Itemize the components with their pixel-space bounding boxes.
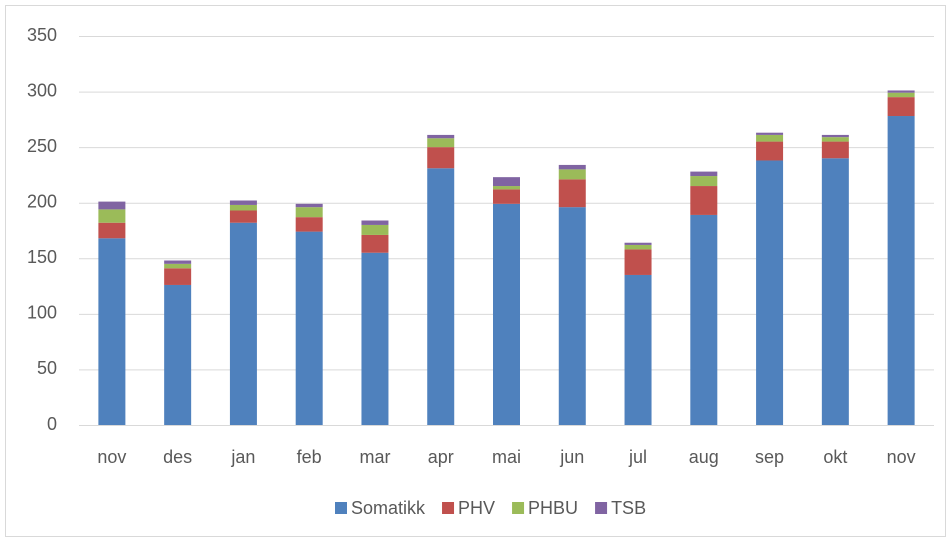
bar-segment (427, 134, 455, 139)
bar-segment (493, 189, 520, 204)
bar-segment (164, 260, 192, 264)
legend-swatch (595, 502, 608, 514)
bar-segment (493, 186, 520, 190)
bar-segment (164, 263, 192, 269)
x-tick-label: apr (428, 447, 454, 467)
bar-segment (624, 249, 652, 275)
x-tick-label: jul (628, 447, 647, 467)
bar-segment (361, 220, 389, 225)
y-tick-label: 0 (47, 414, 57, 434)
legend-label: Somatikk (351, 498, 426, 518)
bar-segment (756, 132, 784, 135)
bar-segment (821, 134, 849, 138)
bar-segment (98, 209, 126, 223)
bar-segment (690, 186, 718, 215)
bar-segment (427, 147, 455, 169)
bar-segment (427, 138, 455, 148)
x-tick-label: mar (359, 447, 390, 467)
bar-segment (98, 201, 126, 210)
bar-segment (229, 222, 257, 425)
bar-segment (229, 204, 257, 211)
bar-segment (558, 164, 586, 170)
bar-segment (887, 92, 915, 98)
bar-segment (690, 214, 718, 425)
bar-segment (821, 158, 849, 425)
bar-segment (821, 141, 849, 159)
legend-swatch (512, 502, 525, 514)
bar-segment (98, 238, 126, 425)
bar-segment (690, 171, 718, 177)
x-tick-label: jun (559, 447, 584, 467)
bar-segment (164, 268, 192, 285)
y-tick-label: 350 (27, 25, 57, 45)
bar-segment (164, 284, 192, 425)
bar-segment (295, 203, 323, 208)
bar-segment (887, 97, 915, 117)
bar-segment (558, 179, 586, 208)
bar-segment (624, 244, 652, 250)
bar-segment (887, 90, 915, 93)
x-tick-label: des (163, 447, 192, 467)
y-tick-label: 200 (27, 191, 57, 211)
x-tick-label: aug (689, 447, 719, 467)
bar-segment (295, 217, 323, 232)
bar-segment (558, 169, 586, 180)
x-tick-label: nov (887, 447, 916, 467)
bar-segment (821, 137, 849, 142)
bar-segment (624, 242, 652, 245)
x-tick-label: feb (297, 447, 322, 467)
bar-segment (98, 222, 126, 239)
x-tick-label: okt (823, 447, 847, 467)
y-tick-label: 50 (37, 358, 57, 378)
x-tick-label: mai (492, 447, 521, 467)
legend-label: PHBU (528, 498, 578, 518)
bar-segment (427, 168, 455, 425)
legend-label: TSB (611, 498, 646, 518)
bar-segment (295, 231, 323, 425)
legend-swatch (442, 502, 455, 514)
bar-segment (361, 252, 389, 425)
bar-segment (295, 207, 323, 218)
bar-segment (624, 274, 652, 425)
bar-segment (229, 200, 257, 205)
bar-segment (690, 176, 718, 187)
x-tick-label: sep (755, 447, 784, 467)
bar-segment (887, 116, 915, 425)
bar-segment (493, 203, 520, 425)
bar-segment (558, 207, 586, 425)
legend-swatch (335, 502, 347, 514)
bar-segment (756, 160, 784, 426)
bar-segment (361, 234, 389, 253)
bar-segment (756, 134, 784, 142)
y-tick-label: 300 (27, 80, 57, 100)
y-tick-label: 150 (27, 247, 57, 267)
x-tick-label: nov (97, 447, 126, 467)
chart-border (5, 5, 946, 537)
x-tick-label: jan (230, 447, 255, 467)
bar-segment (229, 210, 257, 223)
bar-segment (756, 141, 784, 161)
y-tick-label: 100 (27, 303, 57, 323)
legend-label: PHV (458, 498, 495, 518)
y-tick-label: 250 (27, 136, 57, 156)
bar-segment (361, 224, 389, 235)
bar-segment (493, 177, 520, 187)
